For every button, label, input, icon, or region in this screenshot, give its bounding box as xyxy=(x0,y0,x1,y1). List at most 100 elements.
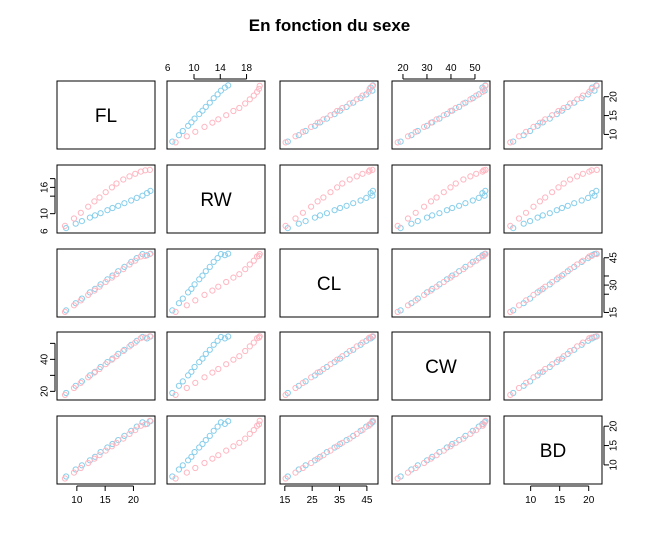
tick-label-top-rw-6: 6 xyxy=(165,63,171,74)
point-s1-cl-fl-1 xyxy=(70,302,78,309)
point-s1-bd-rw-11 xyxy=(250,427,257,434)
point-s1-fl-cl-1 xyxy=(292,133,299,140)
point-s1-fl-rw-13 xyxy=(255,85,263,92)
point-s0-rw-fl-7 xyxy=(109,204,116,212)
point-s1-cw-cl-0 xyxy=(282,391,289,398)
point-s1-rw-fl-1 xyxy=(70,215,78,222)
point-s0-cl-rw-4 xyxy=(188,285,195,292)
point-s1-fl-bd-1 xyxy=(515,133,523,140)
point-s1-fl-cw-9 xyxy=(460,100,467,107)
point-s1-fl-cw-0 xyxy=(394,139,401,146)
point-s0-rw-bd-1 xyxy=(520,220,527,227)
point-s1-bd-cl-6 xyxy=(327,447,334,454)
point-s1-cw-rw-11 xyxy=(250,339,257,346)
variable-label-rw: RW xyxy=(200,190,231,211)
point-s1-cl-bd-14 xyxy=(593,251,600,258)
point-s1-fl-cl-5 xyxy=(320,116,327,123)
point-s0-cl-rw-1 xyxy=(175,300,182,307)
point-s0-rw-cl-5 xyxy=(323,210,330,217)
point-s1-cl-fl-2 xyxy=(77,297,84,304)
point-s1-cl-cw-9 xyxy=(460,266,467,273)
point-s0-cw-rw-6 xyxy=(196,359,203,366)
point-s0-bd-rw-7 xyxy=(199,440,206,448)
point-s1-fl-cl-2 xyxy=(299,128,306,135)
point-s1-rw-cl-0 xyxy=(282,222,289,229)
point-s1-fl-cl-4 xyxy=(314,119,321,126)
tick-label-right-cl-45: 45 xyxy=(609,252,620,264)
panel-frame-fl-fl xyxy=(56,80,156,150)
point-s0-rw-bd-11 xyxy=(585,194,592,201)
point-s0-rw-fl-8 xyxy=(115,202,122,209)
point-s1-bd-fl-10 xyxy=(126,430,133,437)
point-s1-bd-rw-2 xyxy=(192,464,199,472)
point-s1-rw-cl-3 xyxy=(308,203,315,210)
point-s0-bd-cl-8 xyxy=(343,437,350,444)
point-s1-fl-rw-0 xyxy=(172,139,179,146)
point-s0-cl-rw-2 xyxy=(179,295,186,302)
point-s0-rw-fl-9 xyxy=(121,200,128,207)
point-s0-cl-rw-0 xyxy=(169,307,176,314)
panel-frame-rw-cl xyxy=(279,164,379,234)
point-s1-fl-rw-14 xyxy=(256,82,263,89)
point-s1-rw-cw-10 xyxy=(467,173,474,180)
point-s1-bd-rw-5 xyxy=(215,452,222,459)
point-s1-fl-rw-7 xyxy=(230,107,237,115)
point-s0-cw-rw-10 xyxy=(210,341,217,348)
point-s1-fl-cl-6 xyxy=(327,112,334,119)
point-s1-bd-fl-14 xyxy=(146,417,153,424)
point-s0-rw-cl-9 xyxy=(350,200,357,207)
point-s0-fl-rw-5 xyxy=(191,115,198,122)
point-s1-fl-cw-12 xyxy=(479,88,486,95)
point-s1-cw-bd-8 xyxy=(560,353,567,360)
point-s1-cw-bd-11 xyxy=(579,339,587,346)
panel-frame-fl-cl xyxy=(279,80,379,150)
point-s0-rw-cl-2 xyxy=(302,218,309,225)
point-s1-cw-bd-14 xyxy=(593,333,600,340)
point-s1-cw-bd-6 xyxy=(549,361,556,368)
point-s1-bd-cl-8 xyxy=(339,439,346,446)
point-s1-cw-cl-3 xyxy=(308,374,315,381)
point-s0-cl-rw-6 xyxy=(196,276,203,283)
point-s1-cw-cl-8 xyxy=(339,353,346,360)
point-s1-fl-bd-9 xyxy=(567,100,574,107)
point-s0-cw-fl-2 xyxy=(78,378,86,385)
point-s1-cl-cw-13 xyxy=(480,252,487,259)
point-s1-cw-fl-5 xyxy=(96,365,103,373)
point-s1-bd-cl-1 xyxy=(292,469,299,476)
point-s1-fl-rw-5 xyxy=(215,116,222,123)
point-s0-rw-cw-4 xyxy=(429,212,436,219)
point-s1-cw-rw-1 xyxy=(183,384,190,392)
point-s1-fl-cl-11 xyxy=(359,92,366,99)
point-s1-fl-cl-9 xyxy=(346,100,353,107)
panel-frame-rw-fl xyxy=(56,164,156,234)
point-s1-bd-cw-11 xyxy=(473,427,480,434)
point-s0-cl-rw-12 xyxy=(217,251,224,258)
point-s1-cw-bd-10 xyxy=(574,343,581,350)
point-s1-cl-fl-5 xyxy=(96,283,103,290)
point-s1-bd-cw-9 xyxy=(460,435,467,442)
panel-frame-rw-rw xyxy=(166,164,266,234)
point-s0-cl-bd-0 xyxy=(510,307,517,314)
point-s1-rw-bd-0 xyxy=(507,222,514,229)
point-s0-fl-cl-5 xyxy=(323,115,330,122)
point-s0-cl-fl-0 xyxy=(63,307,70,314)
point-s1-cw-bd-3 xyxy=(530,374,537,381)
point-s1-rw-fl-0 xyxy=(61,222,69,229)
point-s1-bd-cl-14 xyxy=(369,417,376,424)
point-s1-bd-fl-5 xyxy=(96,452,103,459)
point-s1-bd-fl-7 xyxy=(108,443,116,450)
point-s1-fl-cw-5 xyxy=(433,116,440,123)
point-s1-fl-cw-1 xyxy=(404,133,412,140)
point-s0-fl-rw-11 xyxy=(214,91,221,98)
point-s1-rw-fl-9 xyxy=(120,176,127,183)
variable-label-cl: CL xyxy=(317,274,341,295)
point-s1-cw-fl-4 xyxy=(91,369,98,376)
point-s0-cl-rw-9 xyxy=(206,263,213,270)
point-s0-bd-rw-11 xyxy=(214,423,221,430)
point-s1-cw-cl-1 xyxy=(292,384,299,392)
point-s0-rw-cw-2 xyxy=(414,218,421,225)
tick-label-right-bd-15: 15 xyxy=(609,440,620,452)
point-s1-cw-cl-4 xyxy=(314,369,321,376)
point-s1-fl-cl-8 xyxy=(339,104,346,112)
